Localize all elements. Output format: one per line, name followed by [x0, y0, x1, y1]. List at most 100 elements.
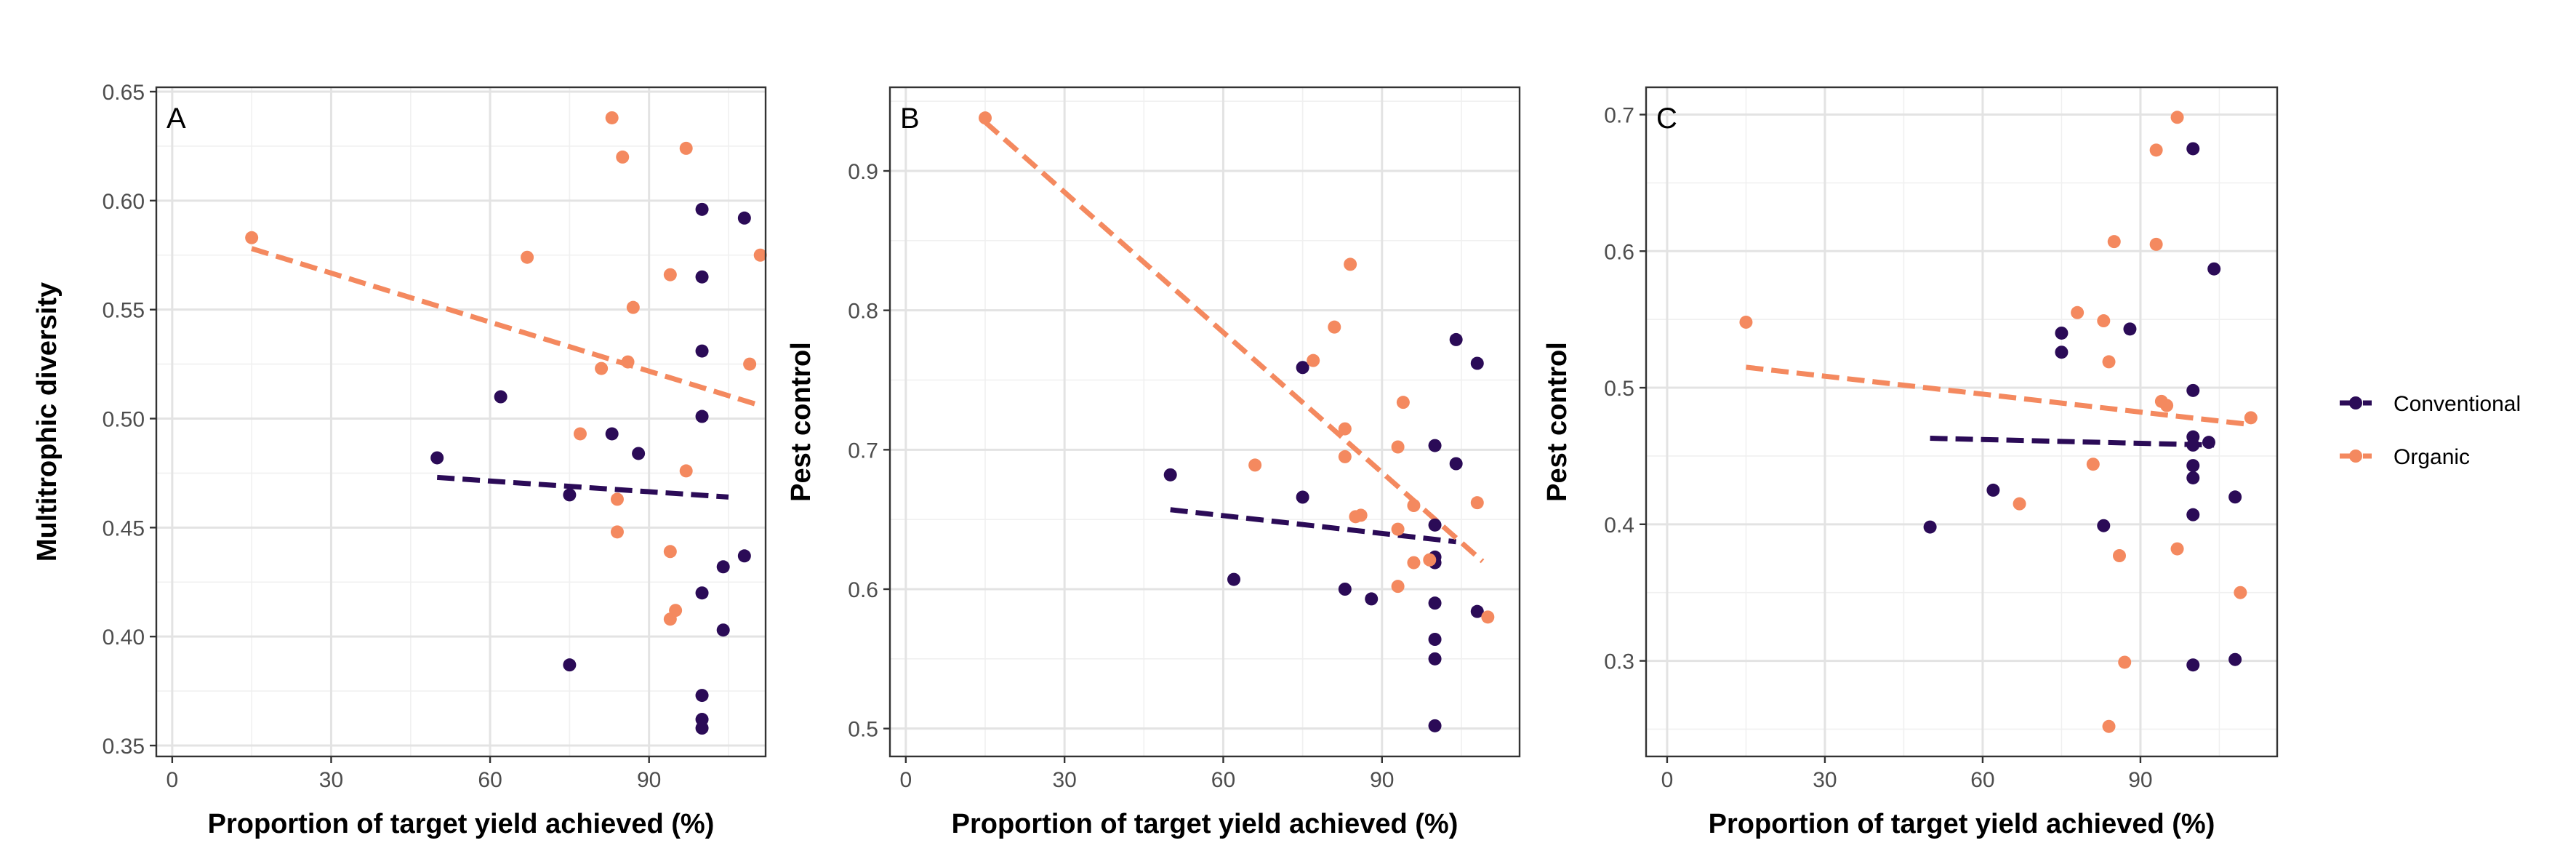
legend-point-organic [2349, 450, 2362, 463]
panel-c-point-organic [2071, 305, 2085, 319]
panel-a-point-organic [616, 150, 630, 164]
panel-c-point-conventional [2186, 383, 2200, 397]
panel-c-point-organic [2234, 586, 2247, 599]
panel-c-x-tick-label: 30 [1813, 768, 1837, 792]
panel-c-point-conventional [2186, 142, 2200, 156]
panel-a-point-organic [679, 464, 693, 478]
panel-a-point-conventional [695, 202, 709, 216]
panel-b-point-organic [1423, 553, 1437, 567]
panel-b: 0 30 60 90 0.5 0.6 0.7 0.8 0.9 Proportion of targ… [786, 86, 1521, 839]
panel-c: 0 30 60 90 0.3 0.4 0.5 0.6 0.7 Proportion of targ… [1542, 86, 2279, 839]
panel-a-y-tick-label: 0.40 [103, 626, 145, 650]
panel-a-point-organic [245, 231, 259, 244]
panel-a-point-conventional [716, 623, 730, 637]
panel-a-point-organic [595, 361, 609, 375]
panel-c-point-organic [2170, 111, 2184, 124]
panel-a-y-tick-label: 0.65 [103, 81, 145, 105]
legend: Conventional Organic [2340, 392, 2521, 469]
panel-b-x-tick-label: 0 [899, 768, 912, 792]
panel-a-point-conventional [695, 344, 709, 358]
panel-a-point-organic [663, 545, 677, 559]
panel-c-tag: C [1656, 103, 1677, 135]
panel-b-x-axis-title: Proportion of target yield achieved (%) [952, 809, 1458, 839]
legend-entry-conventional: Conventional [2340, 392, 2521, 416]
panel-a-frame [155, 86, 767, 758]
panel-a-y-tick-label: 0.60 [103, 190, 145, 214]
panel-b-point-conventional [1296, 490, 1309, 504]
panel-c-x-axis-title: Proportion of target yield achieved (%) [1709, 809, 2215, 839]
panel-b-y-tick-label: 0.9 [848, 160, 878, 184]
panel-b-point-conventional [1470, 356, 1484, 370]
panel-b-y-tick-label: 0.6 [848, 578, 878, 602]
panel-c-point-organic [2118, 655, 2132, 669]
panel-b-point-conventional [1296, 361, 1309, 375]
panel-a-y-axis-title: Multitrophic diversity [32, 282, 63, 562]
panel-a-point-organic [679, 141, 693, 155]
legend-point-conventional [2349, 396, 2362, 409]
panel-c-point-conventional [2207, 262, 2221, 276]
panel-a-y-tick-label: 0.55 [103, 299, 145, 323]
panel-b-point-conventional [1163, 468, 1177, 482]
panel-c-point-conventional [2186, 658, 2200, 672]
panel-c-trend-organic [1746, 364, 2252, 428]
panel-c-point-organic [2149, 237, 2163, 251]
panel-c-point-conventional [2186, 438, 2200, 452]
panel-c-point-organic [2102, 355, 2116, 369]
panel-b-point-organic [1391, 522, 1405, 536]
panel-b-point-organic [978, 111, 992, 125]
panel-c-plot-background [1646, 87, 2277, 756]
panel-a-point-organic [610, 525, 624, 539]
panel-c-point-conventional [2186, 459, 2200, 473]
panel-b-point-conventional [1227, 572, 1241, 586]
panel-c-x-tick-label: 60 [1970, 768, 1994, 792]
panel-c-series-organic [1739, 111, 2258, 733]
panel-c-point-conventional [2228, 490, 2242, 504]
panel-b-point-organic [1328, 320, 1341, 334]
panel-a-point-conventional [494, 390, 507, 404]
panel-a-point-organic [669, 604, 683, 618]
panel-b-gridlines [890, 87, 1520, 756]
panel-c-point-conventional [2186, 471, 2200, 484]
panel-a-series-conventional [430, 202, 751, 735]
panel-c-point-conventional [2186, 508, 2200, 522]
panel-c-frame [1645, 86, 2279, 758]
panel-c-point-conventional [2228, 652, 2242, 666]
panel-a-point-organic [753, 248, 767, 262]
panel-b-point-organic [1344, 257, 1357, 271]
panel-b-point-organic [1391, 580, 1405, 594]
panel-b-x-tick-label: 30 [1052, 768, 1076, 792]
panel-a-point-organic [610, 492, 624, 506]
panel-b-x-tick-label: 90 [1370, 768, 1394, 792]
panel-b-series-conventional [1163, 332, 1484, 732]
panel-b-y-axis-title: Pest control [786, 342, 816, 502]
legend-label-organic: Organic [2394, 445, 2470, 469]
panel-b-y-tick-label: 0.5 [848, 718, 878, 742]
panel-a: 0 30 60 90 0.35 0.40 0.45 0.50 0.55 0.60 0.65 Propo… [32, 81, 767, 839]
panel-c-point-organic [1739, 315, 1753, 329]
panel-a-point-conventional [695, 689, 709, 703]
panel-c-x-tick-label: 90 [2128, 768, 2152, 792]
panel-b-point-organic [1481, 610, 1495, 624]
panel-b-point-organic [1338, 422, 1352, 436]
panel-b-plot-background [890, 87, 1520, 756]
panel-c-x-tick-label: 0 [1661, 768, 1674, 792]
panel-b-tag: B [900, 103, 920, 135]
panel-a-point-conventional [695, 270, 709, 284]
panel-b-y-tick-label: 0.8 [848, 300, 878, 324]
panel-a-point-organic [621, 355, 635, 369]
panel-c-point-conventional [1986, 483, 2000, 497]
panel-a-point-organic [573, 427, 587, 441]
panel-c-trend-conventional [1930, 436, 2215, 448]
panel-b-point-conventional [1449, 457, 1463, 471]
panel-c-series-conventional [1923, 142, 2242, 672]
panel-a-point-conventional [563, 488, 577, 502]
panel-b-trend-organic [983, 120, 1485, 564]
panel-a-x-tick-label: 0 [166, 768, 179, 792]
panel-a-x-tick-label: 60 [478, 768, 502, 792]
panel-a-plot-background [156, 87, 766, 756]
panel-c-point-organic [2013, 497, 2026, 511]
panel-c-point-conventional [2097, 519, 2111, 532]
panel-c-point-organic [2113, 549, 2126, 562]
panel-a-point-conventional [632, 447, 646, 460]
